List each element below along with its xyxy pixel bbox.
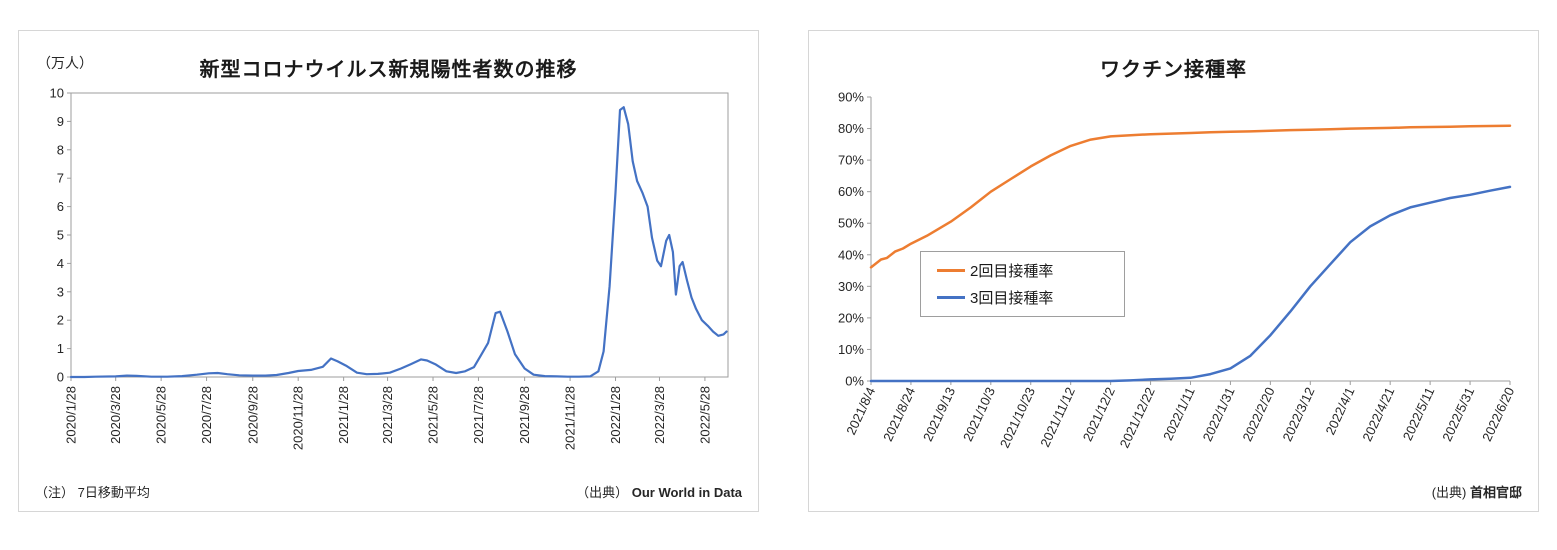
x-tick-label: 2020/3/28: [108, 386, 123, 444]
covid-chart-footer: （注） 7日移動平均 （出典） Our World in Data: [35, 482, 742, 501]
vaccination-rate-line-chart: 0%10%20%30%40%50%60%70%80%90%2021/8/4 202…: [838, 90, 1517, 451]
x-tick-label: 2021/5/28: [426, 386, 441, 444]
legend-label-dose3: 3回目接種率: [970, 290, 1054, 307]
series-line-1: [869, 185, 1512, 383]
y-tick-label: 0: [57, 370, 64, 385]
legend-item-dose2: 2回目接種率: [937, 260, 1096, 281]
x-tick-label: 2022/4/21: [1359, 385, 1397, 444]
vaccination-plot-area: 0% 10% 20% 30% 40% 50% 60% 70% 80% 90% 2021/8/4 202…: [825, 87, 1522, 479]
x-tick-label: 2022/3/28: [652, 386, 667, 444]
y-tick-label: 6: [57, 199, 64, 214]
y-tick-label: 10: [50, 87, 64, 101]
y-tick-label: 20%: [838, 310, 864, 325]
source-prefix: (出典): [1431, 485, 1467, 500]
legend-item-dose3: 3回目接種率: [937, 287, 1096, 308]
note-label: 7日移動平均: [77, 485, 150, 500]
source-label: Our World in Data: [631, 485, 742, 500]
source-label: 首相官邸: [1469, 485, 1522, 500]
source-prefix: （出典）: [576, 485, 629, 500]
x-tick-label: 2022/1/11: [1160, 385, 1198, 443]
x-tick-label: 2020/9/28: [245, 386, 260, 444]
y-tick-label: 40%: [838, 247, 864, 262]
x-tick-label: 2022/2/20: [1240, 385, 1278, 444]
x-tick-label: 2022/4/1: [1322, 385, 1357, 437]
x-tick-label: 2021/9/13: [920, 385, 958, 444]
y-tick-label: 5: [57, 228, 64, 243]
x-tick-label: 2022/5/31: [1439, 385, 1477, 444]
y-tick-label: 90%: [838, 90, 864, 105]
x-tick-label: 2021/8/4: [843, 385, 878, 437]
y-tick-label: 9: [57, 114, 64, 129]
series-line-0: [869, 124, 1512, 269]
vaccination-rate-chart-card: ワクチン接種率 0% 10% 20% 30% 40% 50% 60% 70% 80% 90% 202…: [808, 30, 1539, 512]
x-tick-label: 2020/7/28: [199, 386, 214, 444]
y-tick-label: 30%: [838, 279, 864, 294]
x-tick-label: 2021/1/28: [336, 386, 351, 444]
y-tick-label: 8: [57, 142, 64, 157]
legend-label-dose2: 2回目接種率: [970, 263, 1054, 280]
source-text: （出典） Our World in Data: [576, 482, 742, 501]
note-text: （注） 7日移動平均: [35, 482, 150, 501]
covid-plot-area: 0 1 2 3 4 5 6 7 8 9 10 2020/1/28 2020/3/28 2020/5/28 2…: [35, 87, 742, 479]
x-tick-label: 2021/8/24: [880, 385, 918, 444]
x-tick-label: 2021/11/28: [563, 386, 578, 450]
x-tick-label: 2021/12/2: [1080, 385, 1118, 444]
x-tick-label: 2021/12/22: [1117, 385, 1158, 450]
vaccination-chart-header: ワクチン接種率: [825, 41, 1522, 87]
source-text: (出典) 首相官邸: [1432, 482, 1522, 501]
x-tick-label: 2021/10/3: [960, 385, 998, 444]
legend-line-dose3-icon: [937, 296, 965, 299]
legend-line-dose2-icon: [937, 269, 965, 272]
x-tick-label: 2020/5/28: [154, 386, 169, 444]
x-tick-label: 2021/9/28: [517, 386, 532, 444]
covid-cases-line-chart: 0 1 2 3 4 5 6 7 8 9 10 2020/1/28 2020/3/28 2020/5/28 2…: [50, 87, 729, 450]
vaccination-chart-title: ワクチン接種率: [1100, 59, 1247, 81]
note-prefix: （注）: [35, 485, 75, 500]
y-tick-label: 7: [57, 171, 64, 186]
vaccination-chart-footer: (出典) 首相官邸: [825, 482, 1522, 501]
legend: 2回目接種率 3回目接種率: [920, 251, 1125, 317]
x-tick-label: 2022/1/28: [608, 386, 623, 444]
series-line-0: [69, 106, 728, 379]
x-tick-label: 2020/11/28: [291, 386, 306, 450]
x-tick-label: 2022/5/11: [1400, 385, 1438, 443]
y-tick-label: 4: [57, 256, 64, 271]
x-tick-label: 2022/3/12: [1279, 385, 1317, 444]
covid-cases-chart-card: （万人） 新型コロナウイルス新規陽性者数の推移 0 1 2 3 4 5 6 7 8 9 10 2020…: [18, 30, 759, 512]
x-tick-label: 2021/10/23: [997, 385, 1038, 450]
y-tick-label: 2: [57, 313, 64, 328]
x-tick-label: 2020/1/28: [64, 386, 79, 444]
covid-chart-title: 新型コロナウイルス新規陽性者数の推移: [199, 59, 578, 81]
x-tick-label: 2021/11/12: [1037, 385, 1078, 449]
x-tick-label: 2021/3/28: [380, 386, 395, 444]
x-tick-label: 2021/7/28: [471, 386, 486, 444]
covid-chart-header: （万人） 新型コロナウイルス新規陽性者数の推移: [35, 41, 742, 87]
y-tick-label: 0%: [845, 374, 864, 389]
y-tick-label: 50%: [838, 216, 864, 231]
y-axis-unit-label: （万人）: [37, 55, 93, 71]
x-tick-label: 2022/5/28: [697, 386, 712, 444]
y-tick-label: 80%: [838, 121, 864, 136]
x-tick-label: 2022/6/20: [1479, 385, 1517, 444]
y-tick-label: 3: [57, 284, 64, 299]
y-tick-label: 1: [57, 341, 64, 356]
y-tick-label: 10%: [838, 342, 864, 357]
y-tick-label: 70%: [838, 153, 864, 168]
y-tick-label: 60%: [838, 184, 864, 199]
x-tick-label: 2022/1/31: [1200, 385, 1238, 444]
